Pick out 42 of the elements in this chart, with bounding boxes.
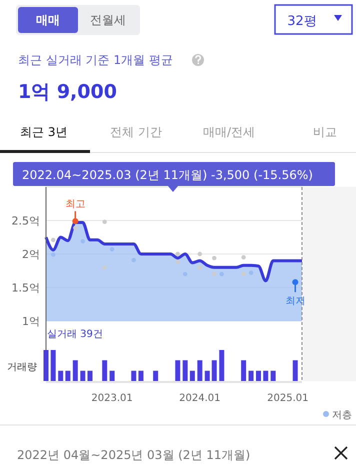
- text: 매매: [36, 13, 60, 27]
- chart-title: 2022.04~2025.03 (2년 11개월) -3,500 (-15.56%): [22, 168, 313, 182]
- point: [198, 252, 202, 256]
- point: [212, 272, 216, 276]
- point: [248, 270, 254, 275]
- y-tick-label: 2.5억: [12, 214, 40, 228]
- annotation: 최저: [285, 296, 306, 308]
- point: [73, 226, 78, 230]
- y-tick-label: 1.5억: [12, 282, 40, 294]
- annotation: 최고: [65, 199, 86, 210]
- text: 1억 9,000: [18, 81, 117, 103]
- point: [220, 272, 224, 276]
- point: [102, 265, 107, 270]
- y-axis-title: 거래량: [7, 362, 37, 373]
- point: [132, 258, 136, 262]
- text: 비교: [313, 125, 337, 139]
- point: [51, 252, 56, 257]
- x-tick-label: 2025.01: [267, 393, 308, 404]
- y-tick-label: 1억: [22, 315, 40, 328]
- point: [110, 247, 114, 252]
- text: 전월세: [90, 13, 126, 27]
- text: 전체 기간: [110, 125, 162, 139]
- text: 32평: [287, 14, 317, 29]
- x-tick-label: 2023.01: [91, 393, 133, 404]
- text: 매매/전세: [203, 125, 256, 139]
- chart-title: 실거래 39건: [47, 329, 103, 340]
- text: 최근 실거래 기준 1개월 평균: [18, 53, 173, 67]
- legend-label: 저층: [332, 410, 352, 421]
- point: [212, 256, 216, 260]
- point: [176, 260, 180, 264]
- point: [51, 238, 56, 242]
- text: 2022년 04월~2025년 03월 (2년 11개월): [17, 448, 250, 462]
- point: [176, 252, 180, 256]
- point: [182, 272, 188, 276]
- point: [80, 239, 85, 244]
- x-tick-label: 2024.01: [179, 393, 221, 404]
- y-tick-label: 2억: [22, 248, 40, 261]
- point: [102, 220, 107, 224]
- point: [241, 272, 246, 276]
- point: [198, 265, 202, 270]
- text: 최근 3년: [20, 125, 68, 139]
- point: [241, 255, 246, 260]
